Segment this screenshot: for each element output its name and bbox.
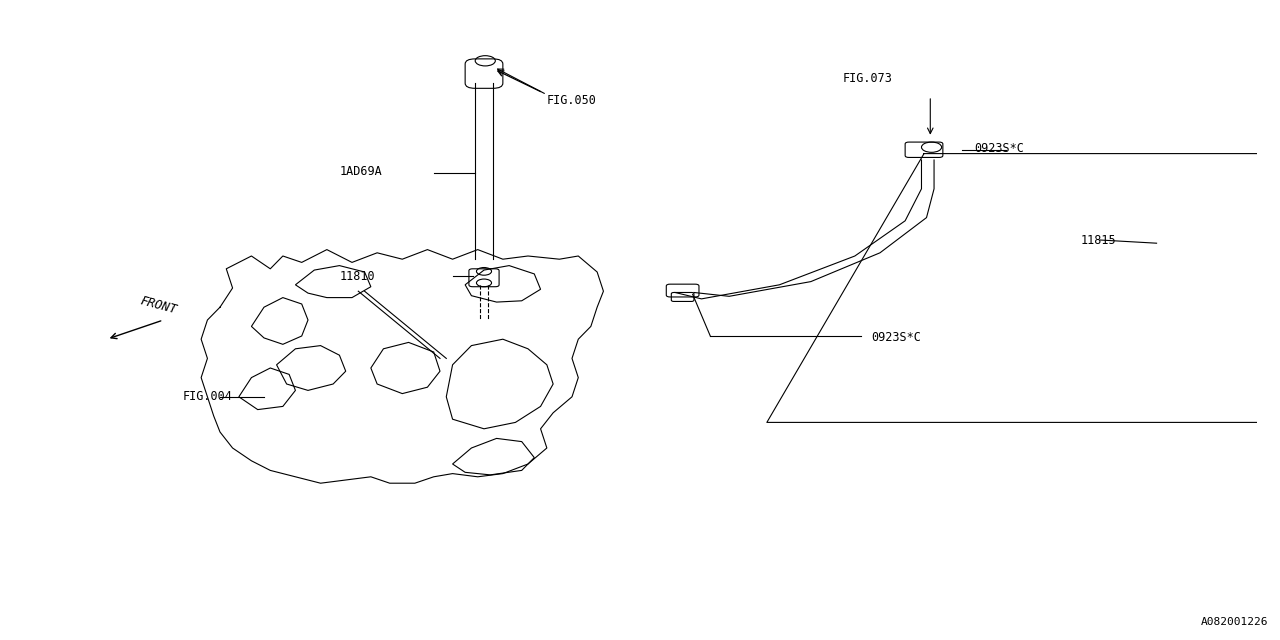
Text: FRONT: FRONT	[138, 294, 178, 317]
Text: 0923S*C: 0923S*C	[872, 331, 922, 344]
Text: 1AD69A: 1AD69A	[339, 165, 383, 178]
Text: FIG.073: FIG.073	[842, 72, 892, 84]
Text: FIG.004: FIG.004	[182, 390, 232, 403]
Text: FIG.050: FIG.050	[547, 94, 596, 107]
Text: 11810: 11810	[339, 270, 375, 283]
Text: 11815: 11815	[1082, 234, 1116, 246]
Text: 0923S*C: 0923S*C	[974, 142, 1024, 155]
Text: A082001226: A082001226	[1201, 617, 1268, 627]
